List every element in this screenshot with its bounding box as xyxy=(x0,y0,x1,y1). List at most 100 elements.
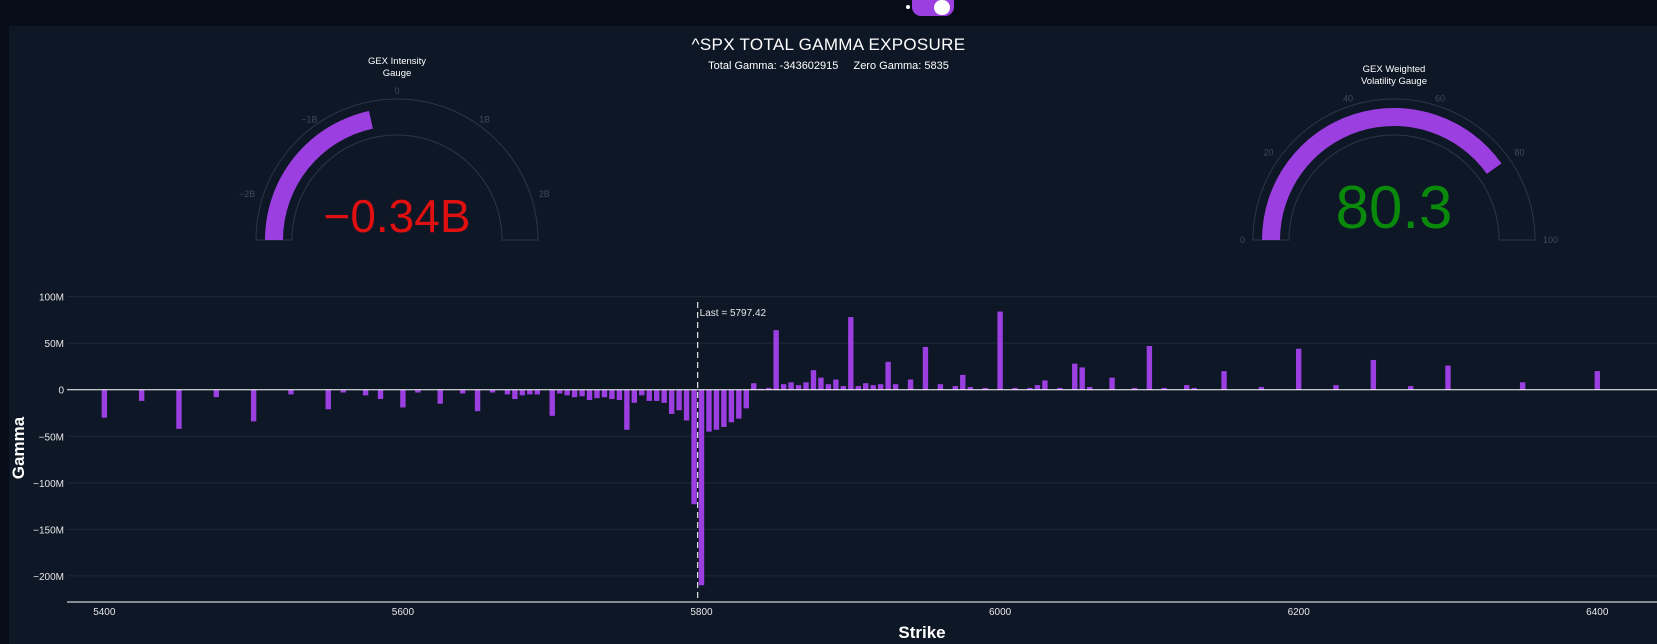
gamma-bar xyxy=(1221,371,1227,390)
x-tick-label: 6000 xyxy=(989,607,1012,618)
gamma-bar xyxy=(1295,348,1302,390)
gamma-bar xyxy=(288,389,294,395)
gamma-bar xyxy=(1191,387,1197,390)
gauge-tick-label: 1B xyxy=(479,114,490,124)
gamma-bar xyxy=(377,389,384,400)
gamma-bar xyxy=(870,385,876,390)
gamma-bar xyxy=(571,389,578,398)
gamma-bar xyxy=(176,389,182,429)
gamma-bar xyxy=(960,374,966,390)
gamma-bar xyxy=(1161,387,1168,390)
gamma-bar xyxy=(101,389,108,418)
x-tick-label: 6200 xyxy=(1288,607,1311,618)
last-price-annotation: Last = 5797.42 xyxy=(700,308,767,319)
gamma-bar xyxy=(706,389,712,432)
gamma-bar xyxy=(415,389,421,393)
gamma-bar xyxy=(922,346,929,390)
gamma-bar xyxy=(1146,345,1153,390)
y-tick-label: 50M xyxy=(45,339,64,350)
y-tick-label: −200M xyxy=(33,572,64,583)
gamma-bar xyxy=(556,389,563,394)
gamma-bar xyxy=(512,389,518,400)
gamma-bar xyxy=(937,384,944,390)
gamma-bar xyxy=(698,389,705,586)
toggle-dot xyxy=(906,5,910,9)
gamma-bar xyxy=(1012,387,1018,390)
gamma-bar xyxy=(1370,359,1377,390)
gamma-bar xyxy=(1407,386,1414,390)
gamma-bar xyxy=(138,389,145,401)
x-tick-label: 6400 xyxy=(1586,607,1609,618)
gamma-bar xyxy=(1184,385,1190,390)
gauge-tick-label: −1B xyxy=(301,114,317,124)
y-tick-label: −150M xyxy=(33,525,64,536)
y-tick-label: 0 xyxy=(58,386,64,397)
gauge-tick-label: 20 xyxy=(1263,147,1273,157)
gamma-bar xyxy=(1042,380,1048,390)
gamma-bar xyxy=(1072,363,1078,390)
gamma-bar xyxy=(661,389,667,403)
total-gamma-label: Total Gamma: -343602915 xyxy=(708,60,839,72)
gauge-tick-label: 80 xyxy=(1515,147,1525,157)
gamma-bar xyxy=(795,385,802,390)
gamma-bar xyxy=(848,317,854,390)
gauge-bar xyxy=(1262,107,1502,240)
gauge-title: GEX Intensity xyxy=(368,56,426,67)
gamma-bar xyxy=(504,389,511,395)
gamma-bar xyxy=(250,389,257,422)
gamma-bar xyxy=(833,379,839,390)
gauge-title: Volatility Gauge xyxy=(1361,76,1427,87)
gamma-bar xyxy=(676,389,682,411)
gamma-bar xyxy=(594,389,600,399)
gamma-bar xyxy=(325,389,331,410)
gauge-title: GEX Weighted xyxy=(1363,64,1426,75)
gamma-bar xyxy=(1086,386,1093,390)
left-edge xyxy=(0,26,9,644)
gamma-bar xyxy=(631,389,638,403)
x-tick-label: 5600 xyxy=(392,607,415,618)
gamma-bar xyxy=(639,389,645,396)
gamma-bar xyxy=(519,389,526,396)
top-bar xyxy=(0,0,1657,26)
gauge-title: Gauge xyxy=(383,68,412,79)
gamma-bar xyxy=(825,384,832,390)
chart-title: ^SPX TOTAL GAMMA EXPOSURE xyxy=(691,35,966,54)
gamma-bar xyxy=(646,389,652,401)
gamma-bar xyxy=(1027,387,1033,390)
gauge-tick-label: 100 xyxy=(1543,235,1558,245)
gamma-bar xyxy=(840,386,847,390)
gamma-bar xyxy=(863,383,869,390)
gamma-bar xyxy=(609,389,615,400)
gamma-bar xyxy=(743,389,749,409)
gauge-tick-label: 40 xyxy=(1343,93,1353,103)
gauge-tick-label: 60 xyxy=(1435,93,1445,103)
grid-layer xyxy=(67,296,1657,577)
gamma-bar xyxy=(459,389,466,394)
gauge-tick-label: 0 xyxy=(394,86,399,96)
y-axis-title: Gamma xyxy=(9,416,28,479)
gamma-bar xyxy=(1034,385,1041,390)
gamma-bar xyxy=(1445,365,1451,390)
gamma-bar xyxy=(1057,387,1063,390)
gamma-bar xyxy=(728,389,735,423)
zero-gamma-label: Zero Gamma: 5835 xyxy=(853,60,949,72)
gauge-tick-label: 0 xyxy=(1240,235,1245,245)
gamma-bar xyxy=(885,361,891,390)
gamma-bar xyxy=(213,389,219,398)
gamma-bar xyxy=(818,377,824,390)
gamma-bar xyxy=(952,386,959,390)
gamma-bar xyxy=(788,382,794,390)
gamma-bar xyxy=(997,311,1003,390)
y-tick-label: 100M xyxy=(39,293,64,304)
gamma-bar xyxy=(691,389,697,505)
gamma-bar xyxy=(1594,371,1600,390)
gamma-bar xyxy=(721,389,727,427)
x-axis-title: Strike xyxy=(898,623,945,642)
theme-toggle-knob[interactable] xyxy=(934,0,950,15)
gamma-bar xyxy=(803,382,809,390)
gamma-bar xyxy=(1079,367,1085,390)
gamma-bar xyxy=(1131,387,1138,390)
gamma-bar xyxy=(892,384,899,390)
gauge-bar xyxy=(265,111,373,240)
